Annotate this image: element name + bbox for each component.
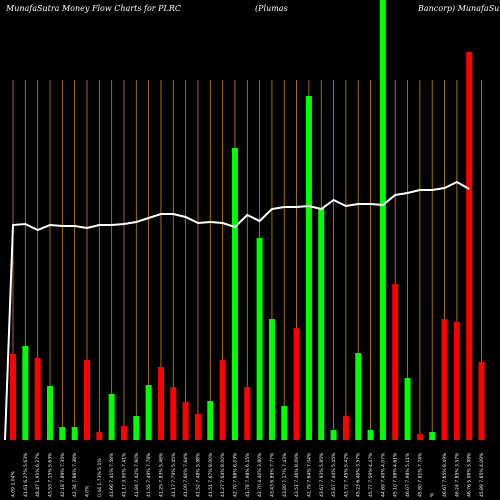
bar (244, 387, 251, 440)
bar (330, 430, 337, 440)
tick-label: 42.34 7.86% 7.38% (72, 452, 78, 497)
bar (120, 426, 127, 440)
tick-label: 42.70 4.40% 3.80% (257, 452, 263, 497)
tick-label: 45.80 7.81% 7.74% (417, 452, 423, 497)
bar (194, 414, 201, 440)
tick-label: 41.51 7.67% 8.00% (208, 452, 214, 497)
tick-label: 46.76 5.98% 3.98% (467, 452, 473, 497)
tick-label: 41.55 7.49% 7.78% (146, 452, 152, 497)
tick-label: 42.18 7.89% 7.35% (60, 452, 66, 497)
bar (305, 96, 312, 440)
bar (108, 394, 115, 440)
tick-label: 41.17 7.79% 5.45% (171, 452, 177, 497)
bar (157, 367, 164, 440)
header-left-text: MunafaSutra Money Flow Charts for PLRC (5, 4, 181, 13)
bar (478, 362, 485, 440)
tick-label: 46.67 7.85% 8.49% (442, 452, 448, 497)
header-middle-text: (Plumas (255, 4, 288, 13)
bar (466, 52, 473, 440)
tick-label: 42.70 7.68% 6.03% (232, 452, 238, 497)
tick-label: 41.27 7.64% 8.00% (220, 452, 226, 497)
tick-label: 41.25 7.83% 5.46% (158, 452, 164, 497)
tick-label: 43.53 7.15% 5.63% (47, 452, 53, 497)
tick-label: 45.89 7.85% 4.09% (479, 452, 485, 497)
tick-label: 42.79 7.64% 7.04% (306, 452, 312, 497)
tick-label: 46.07 7.98% 5.11% (405, 452, 411, 497)
bar (10, 354, 16, 440)
bar (22, 346, 29, 440)
bar (293, 328, 300, 440)
bar (392, 284, 399, 440)
bar (96, 432, 103, 440)
tick-label: 45.23 6.49% 3.57% (356, 452, 362, 497)
bar (34, 358, 41, 440)
tick-label: 43.72 7.45% 5.42% (343, 452, 349, 497)
bar (83, 360, 90, 440)
tick-label: 43.80 7.17% 7.43% (282, 452, 288, 497)
tick-label: 46.24 7.85% 3.57% (454, 452, 460, 497)
bar (256, 238, 263, 440)
tick-label: 44.69 7.49% 4.07% (380, 452, 386, 497)
tick-label: 41.61 6.27% 5.63% (23, 452, 29, 497)
x-tick-labels: 4.09 1.04% 41.61 6.27% 5.63% 48.47 1.91% 6… (11, 452, 486, 497)
tick-label: 43.67 7.44% 5.45% (331, 452, 337, 497)
bar (182, 402, 189, 440)
bar (281, 406, 288, 440)
tick-label: 41.52 7.48% 5.98% (195, 452, 201, 497)
bar (59, 427, 66, 440)
tick-label: % (430, 492, 436, 497)
bar (170, 387, 177, 440)
tick-label: 0.44 1.73% 5.1% (97, 458, 103, 497)
bar (404, 378, 411, 440)
tick-label: 43.43 6.89% 7.77% (269, 452, 275, 497)
tick-label: 48.47 1.91% 6.27% (35, 452, 41, 497)
bar (379, 0, 386, 440)
bar (342, 416, 349, 440)
bar (318, 208, 325, 440)
header-right-text: Bancorp) MunafaSutra (417, 4, 500, 13)
bar (453, 322, 460, 440)
bar (145, 385, 152, 440)
tick-label: 4.0% (84, 485, 90, 497)
bar (46, 386, 53, 440)
bar (355, 353, 362, 440)
tick-label: 41.84 7.42% 7.60% (134, 452, 140, 497)
line-series (4, 180, 470, 441)
tick-label: 41.17 3.90% 7.41% (121, 452, 127, 497)
bar (441, 319, 448, 440)
bar (219, 360, 226, 440)
tick-label: 43.67 7.93% 5.85% (319, 452, 325, 497)
bar (71, 427, 78, 440)
tick-label: 41.66 7.41% 7.58% (109, 452, 115, 497)
tick-label: 45.10 7.98% 4.61% (393, 452, 399, 497)
bar (367, 430, 374, 440)
bar-series (10, 0, 485, 440)
tick-label: 4.09 1.04% (11, 471, 17, 497)
tick-label: 43.51 7.46% 8.09% (294, 452, 300, 497)
bar (268, 319, 275, 440)
tick-label: 45.77 7.59% 4.47% (368, 452, 374, 497)
line (4, 180, 470, 441)
bar (429, 432, 436, 440)
bar (416, 434, 423, 440)
tick-label: 41.00 7.60% 7.64% (183, 452, 189, 497)
bar (207, 401, 214, 440)
bar (231, 148, 238, 440)
bar (133, 416, 140, 440)
tick-label: 41.78 7.98% 6.15% (245, 452, 251, 497)
